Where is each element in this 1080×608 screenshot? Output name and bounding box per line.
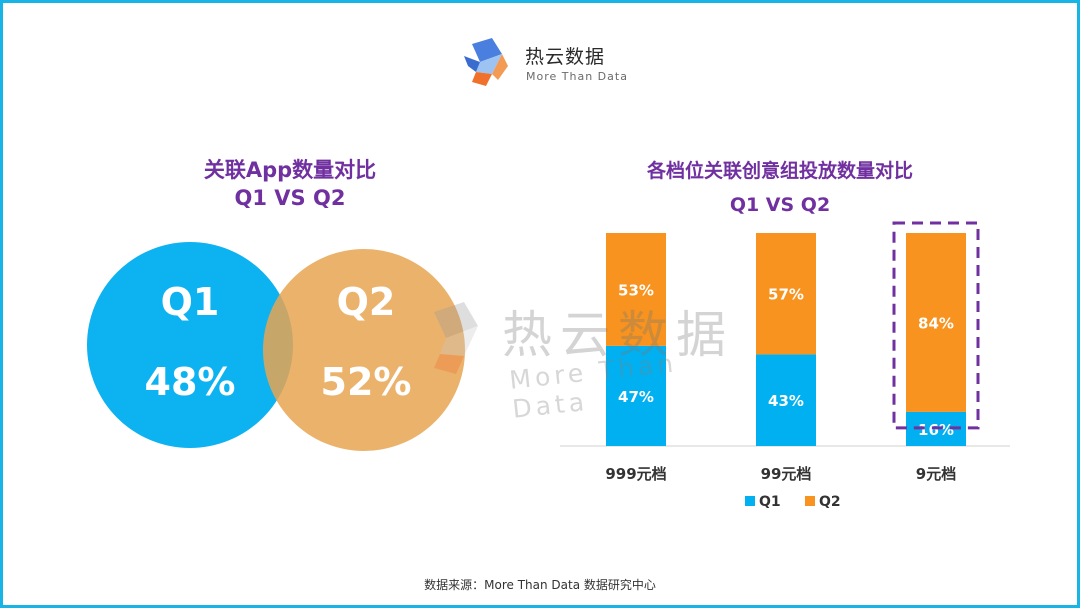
left-chart-title-line2: Q1 VS Q2 — [234, 186, 346, 210]
data-label-q2-2: 84% — [918, 314, 954, 332]
legend-swatch-q2 — [805, 496, 815, 506]
data-label-q2-0: 53% — [618, 281, 654, 299]
highlight-box — [892, 221, 980, 430]
legend-label-q2: Q2 — [819, 494, 841, 510]
data-label-q1-2: 16% — [918, 421, 954, 439]
bar-q2-2 — [906, 233, 966, 412]
venn-diagram — [87, 242, 465, 451]
venn-q1-value: 48% — [144, 360, 236, 404]
category-label-2: 9元档 — [916, 465, 956, 483]
bar-q1-1 — [756, 354, 816, 446]
data-label-q1-1: 43% — [768, 392, 804, 410]
left-chart-title: 关联App数量对比 Q1 VS Q2 — [140, 156, 440, 212]
venn-circle-q2 — [263, 249, 465, 451]
bar-q2-1 — [756, 233, 816, 355]
legend-label-q1: Q1 — [759, 494, 781, 510]
venn-q2-label: Q2 — [336, 280, 396, 324]
brand-logo-icon — [464, 38, 508, 86]
brand-logo: 热云数据 More Than Data — [462, 36, 652, 92]
category-label-1: 99元档 — [761, 465, 812, 483]
venn-circle-q1 — [87, 242, 293, 448]
data-label-q1-0: 47% — [618, 388, 654, 406]
bar-q1-0 — [606, 345, 666, 446]
brand-name: 热云数据 — [525, 46, 606, 68]
right-chart-title-line2: Q1 VS Q2 — [729, 194, 831, 216]
data-label-q2-1: 57% — [768, 286, 804, 304]
stacked-bar-chart: 47% 53% 999元档 43% 57% 99元档 16% 84% 9元档 Q1 Q2 — [560, 221, 1010, 510]
left-chart-title-line1: 关联App数量对比 — [203, 158, 377, 182]
legend-swatch-q1 — [745, 496, 755, 506]
category-label-0: 999元档 — [605, 465, 666, 483]
venn-q1-label: Q1 — [160, 280, 220, 324]
data-source-note: 数据来源：More Than Data 数据研究中心 — [424, 578, 656, 592]
bar-q2-0 — [606, 233, 666, 346]
right-chart-title-line1: 各档位关联创意组投放数量对比 — [646, 160, 913, 182]
right-chart-title: 各档位关联创意组投放数量对比 Q1 VS Q2 — [600, 154, 960, 222]
venn-q2-value: 52% — [320, 360, 412, 404]
brand-tagline: More Than Data — [526, 70, 628, 83]
